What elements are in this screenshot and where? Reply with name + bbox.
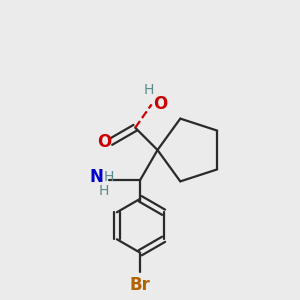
- Text: Br: Br: [130, 276, 151, 294]
- Text: O: O: [97, 133, 111, 151]
- Text: H: H: [143, 83, 154, 97]
- Text: N: N: [89, 169, 103, 187]
- Text: H: H: [98, 184, 109, 198]
- Text: O: O: [153, 95, 167, 113]
- Text: H: H: [103, 170, 114, 184]
